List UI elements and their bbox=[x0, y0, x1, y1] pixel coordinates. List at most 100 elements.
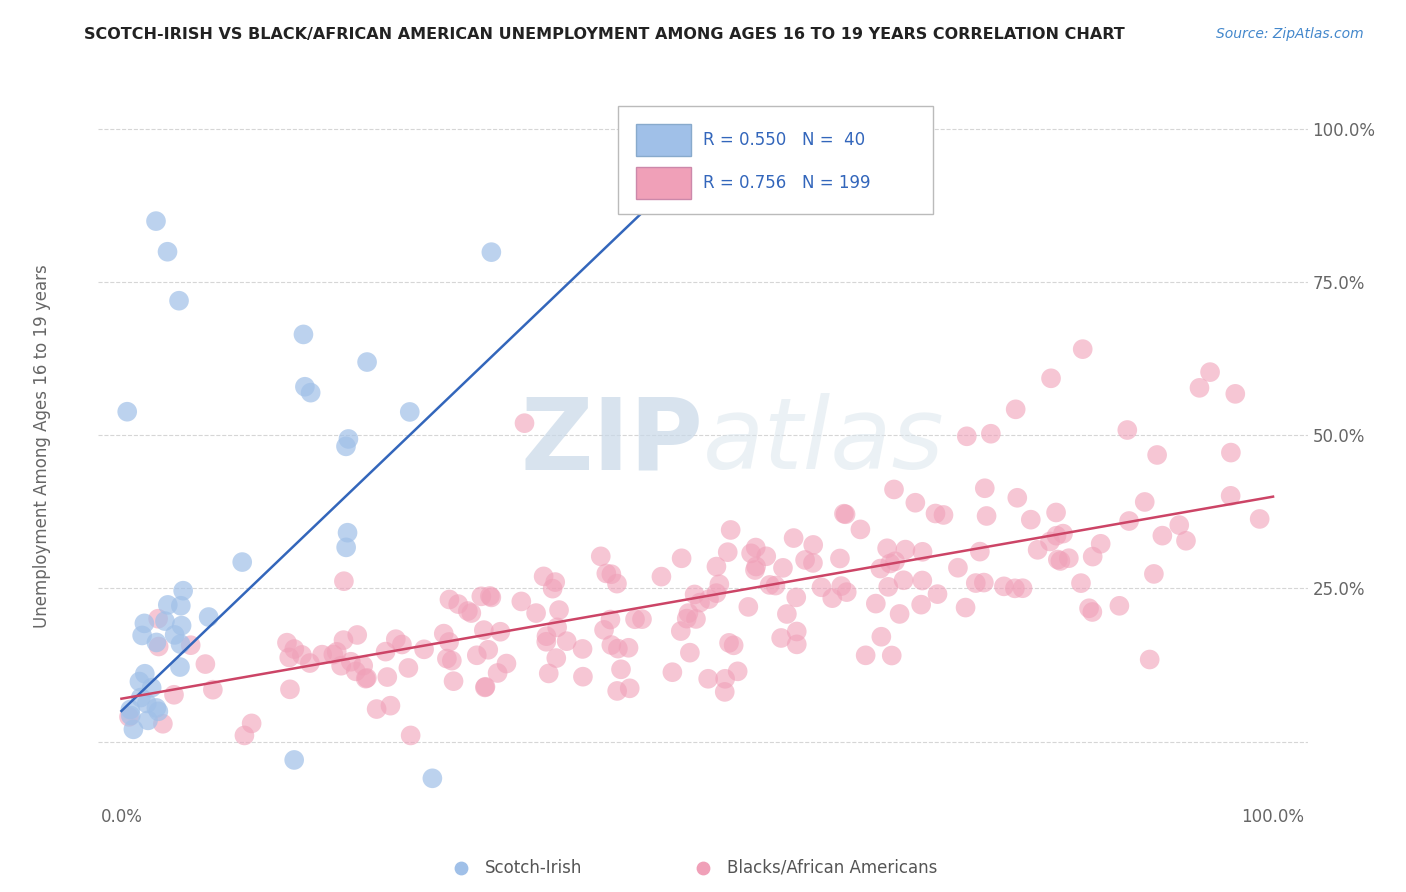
Point bbox=[128, 674, 150, 689]
Point bbox=[489, 624, 512, 639]
Text: ZIP: ZIP bbox=[520, 393, 703, 490]
Point bbox=[776, 607, 799, 621]
Point bbox=[122, 723, 145, 737]
Text: Scotch-Irish: Scotch-Irish bbox=[485, 859, 582, 877]
Point bbox=[170, 599, 193, 613]
Point bbox=[380, 698, 402, 713]
Point bbox=[486, 665, 509, 680]
Point bbox=[745, 541, 768, 555]
Point bbox=[356, 671, 378, 685]
Point bbox=[689, 596, 711, 610]
Point bbox=[447, 597, 470, 611]
Point bbox=[869, 561, 891, 575]
Point bbox=[436, 651, 458, 665]
Point bbox=[718, 636, 741, 650]
Point bbox=[422, 772, 444, 786]
Point bbox=[669, 624, 692, 638]
Point bbox=[141, 681, 163, 695]
Point bbox=[786, 624, 808, 639]
Point bbox=[1070, 576, 1092, 591]
Point bbox=[772, 561, 794, 575]
FancyBboxPatch shape bbox=[619, 105, 932, 214]
Point bbox=[513, 416, 536, 430]
Point bbox=[1019, 513, 1042, 527]
Point bbox=[332, 633, 354, 648]
Point bbox=[572, 670, 595, 684]
Point bbox=[1133, 495, 1156, 509]
Point bbox=[156, 598, 179, 612]
Point bbox=[973, 481, 995, 495]
Point bbox=[727, 665, 749, 679]
Point bbox=[283, 642, 305, 657]
Point bbox=[240, 716, 263, 731]
Point bbox=[457, 604, 479, 618]
Text: atlas: atlas bbox=[703, 393, 945, 490]
Point bbox=[180, 638, 202, 652]
Point bbox=[163, 628, 186, 642]
Point bbox=[465, 648, 488, 663]
Point bbox=[755, 549, 778, 564]
Point bbox=[278, 682, 301, 697]
Point bbox=[758, 578, 780, 592]
Point bbox=[737, 599, 759, 614]
Point bbox=[276, 635, 298, 649]
Point bbox=[440, 654, 463, 668]
Point bbox=[156, 244, 179, 259]
Point bbox=[1052, 526, 1074, 541]
Point bbox=[1004, 582, 1026, 596]
Point bbox=[1078, 601, 1101, 615]
Point bbox=[536, 629, 558, 643]
Point bbox=[346, 628, 368, 642]
Point bbox=[889, 607, 911, 621]
Point bbox=[340, 655, 363, 669]
Point bbox=[1004, 402, 1026, 417]
Point bbox=[745, 559, 768, 574]
Point bbox=[443, 674, 465, 689]
Point bbox=[374, 645, 396, 659]
Point bbox=[717, 545, 740, 559]
Point bbox=[292, 327, 315, 342]
Point bbox=[169, 660, 191, 674]
Point bbox=[153, 614, 176, 628]
Point bbox=[152, 716, 174, 731]
Point bbox=[145, 214, 167, 228]
Point bbox=[477, 642, 499, 657]
Point bbox=[163, 688, 186, 702]
Point bbox=[533, 569, 555, 583]
Point bbox=[148, 640, 170, 654]
Point bbox=[599, 613, 621, 627]
Point bbox=[344, 665, 367, 679]
Point bbox=[478, 589, 501, 603]
Point bbox=[1199, 365, 1222, 379]
Point bbox=[879, 557, 901, 571]
Point bbox=[136, 714, 159, 728]
Text: Blacks/African Americans: Blacks/African Americans bbox=[727, 859, 938, 877]
Point bbox=[904, 496, 927, 510]
Point bbox=[785, 591, 807, 605]
Point bbox=[336, 525, 359, 540]
Point bbox=[1026, 542, 1049, 557]
Point bbox=[595, 566, 617, 581]
Point bbox=[555, 634, 578, 648]
Point bbox=[131, 628, 153, 642]
Point bbox=[600, 638, 623, 652]
Point bbox=[740, 546, 762, 560]
Point bbox=[134, 666, 156, 681]
Point bbox=[617, 640, 640, 655]
Point bbox=[115, 405, 138, 419]
Point bbox=[969, 544, 991, 558]
Point bbox=[470, 590, 492, 604]
Point bbox=[375, 670, 398, 684]
Point bbox=[865, 597, 887, 611]
Point bbox=[606, 576, 628, 591]
Point bbox=[1045, 506, 1067, 520]
Point bbox=[335, 439, 357, 453]
Point bbox=[474, 681, 496, 695]
Point bbox=[326, 645, 349, 659]
Point bbox=[876, 541, 898, 556]
Point bbox=[678, 606, 700, 620]
Point bbox=[697, 672, 720, 686]
Point bbox=[118, 710, 141, 724]
Point bbox=[474, 680, 496, 694]
Point bbox=[593, 623, 616, 637]
